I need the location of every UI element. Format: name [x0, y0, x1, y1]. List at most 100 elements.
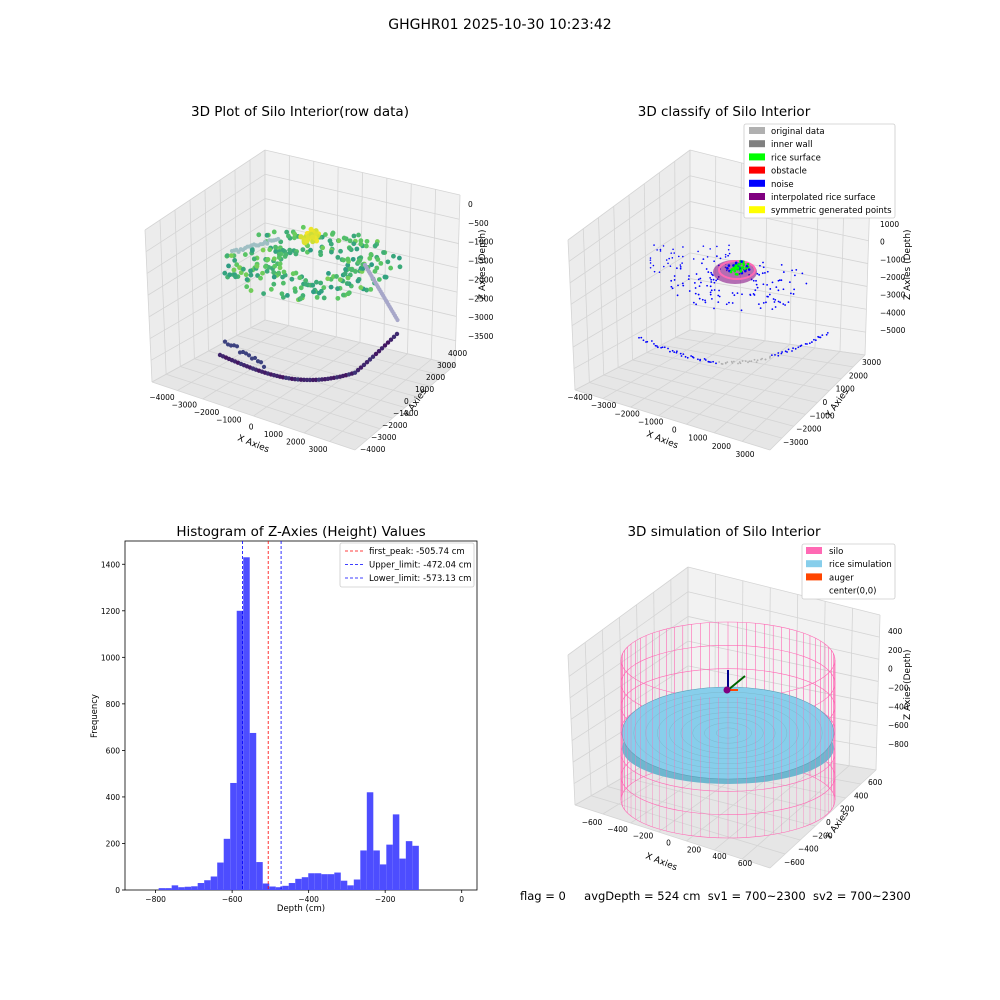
noise-point — [777, 352, 780, 354]
noise-point — [724, 361, 727, 364]
histogram-bar — [184, 886, 192, 890]
rice-surface-point — [747, 268, 751, 271]
grid-line — [312, 161, 315, 332]
raw-point — [292, 231, 298, 237]
raw-point — [263, 264, 268, 270]
grid-line — [430, 189, 437, 360]
grid-line — [607, 786, 801, 841]
noise-point — [788, 281, 791, 283]
histogram-bar — [249, 732, 257, 890]
grid-line — [204, 189, 209, 352]
noise-point — [826, 332, 829, 334]
histogram-bar — [334, 872, 341, 890]
noise-point — [767, 295, 769, 298]
noise-point — [777, 279, 780, 282]
noise-point — [690, 355, 693, 357]
panel2-y-tick: −1000 — [809, 411, 835, 420]
noise-point — [671, 257, 674, 259]
panel1-x-tick: −3000 — [172, 400, 198, 409]
noise-point — [719, 257, 722, 260]
legend-swatch — [806, 560, 822, 568]
raw-point — [328, 284, 334, 290]
raw-point — [356, 232, 361, 238]
grid-line — [335, 166, 339, 337]
noise-point — [727, 254, 730, 257]
raw-point — [309, 234, 316, 240]
panel-classify-3d: 3D classify of Silo Interior −4000−3000−… — [567, 104, 913, 459]
noise-point — [810, 341, 813, 343]
grid-line — [144, 229, 153, 383]
noise-point — [652, 264, 655, 267]
raw-point — [265, 241, 270, 246]
panel1-y-tick: −3000 — [371, 433, 397, 442]
raw-point — [345, 275, 351, 281]
noise-point — [778, 279, 781, 282]
panel2-y-tick: 2000 — [849, 371, 868, 380]
grid-line — [689, 329, 866, 356]
legend-label: noise — [771, 180, 794, 190]
noise-point — [774, 298, 777, 301]
raw-point — [367, 357, 373, 362]
panel2-x-tick: −4000 — [567, 393, 593, 402]
grid-line — [329, 359, 432, 442]
grid-line — [574, 804, 771, 869]
noise-point — [710, 297, 713, 300]
panel1-y-tick: −1000 — [393, 409, 419, 418]
noise-point — [727, 248, 730, 251]
grid-line — [602, 333, 716, 399]
noise-point — [774, 353, 776, 356]
grid-line — [689, 278, 867, 310]
panel2-zlabel: Z Axies (Depth) — [903, 229, 913, 300]
noise-point — [755, 279, 757, 282]
panel2-y-tick: −2000 — [796, 425, 822, 434]
noise-point — [777, 289, 780, 292]
grid-line — [570, 640, 689, 720]
noise-point — [716, 245, 718, 248]
raw-point — [358, 285, 364, 290]
status-sv1: sv1 = 700~2300 — [707, 889, 806, 903]
grid-line — [454, 194, 461, 366]
raw-point — [364, 360, 370, 365]
raw-point — [251, 256, 257, 262]
noise-point — [706, 284, 708, 287]
panel1-y-tick: 1000 — [415, 385, 434, 394]
histogram-bar — [308, 873, 315, 890]
raw-point — [268, 286, 274, 292]
noise-point — [712, 360, 715, 363]
raw-point — [298, 285, 304, 291]
panel-raw-data-3d: 3D Plot of Silo Interior(row data) −4000… — [144, 104, 494, 455]
grid-line — [570, 226, 691, 305]
grid-line — [601, 629, 608, 787]
noise-point — [761, 357, 764, 360]
rice-surface-point — [745, 264, 749, 268]
raw-point — [283, 252, 289, 257]
noise-point — [672, 248, 674, 251]
raw-point — [350, 256, 356, 262]
noise-point — [794, 347, 797, 350]
raw-point — [361, 362, 367, 368]
center-marker — [723, 686, 731, 694]
panel4-title: 3D simulation of Silo Interior — [627, 524, 821, 540]
noise-point — [770, 354, 773, 357]
legend-swatch — [806, 573, 822, 581]
grid-line — [630, 336, 741, 408]
noise-point — [808, 342, 811, 345]
histogram-bar — [366, 792, 374, 890]
noise-point — [704, 299, 706, 302]
raw-point — [397, 264, 403, 270]
noise-point — [649, 266, 652, 269]
raw-point — [249, 246, 255, 252]
grid-line — [739, 162, 742, 338]
histogram-bar — [295, 878, 302, 890]
legend-label: original data — [771, 127, 825, 137]
panel1-x-tick: 1000 — [264, 430, 283, 439]
grid-line — [574, 329, 691, 391]
panel4-z-tick: −200 — [888, 684, 909, 693]
raw-point — [279, 291, 285, 297]
raw-point — [321, 285, 327, 291]
noise-point — [662, 245, 665, 247]
raw-point — [226, 263, 231, 269]
noise-point — [703, 357, 706, 360]
grid-line — [589, 382, 782, 439]
noise-point — [777, 354, 780, 357]
